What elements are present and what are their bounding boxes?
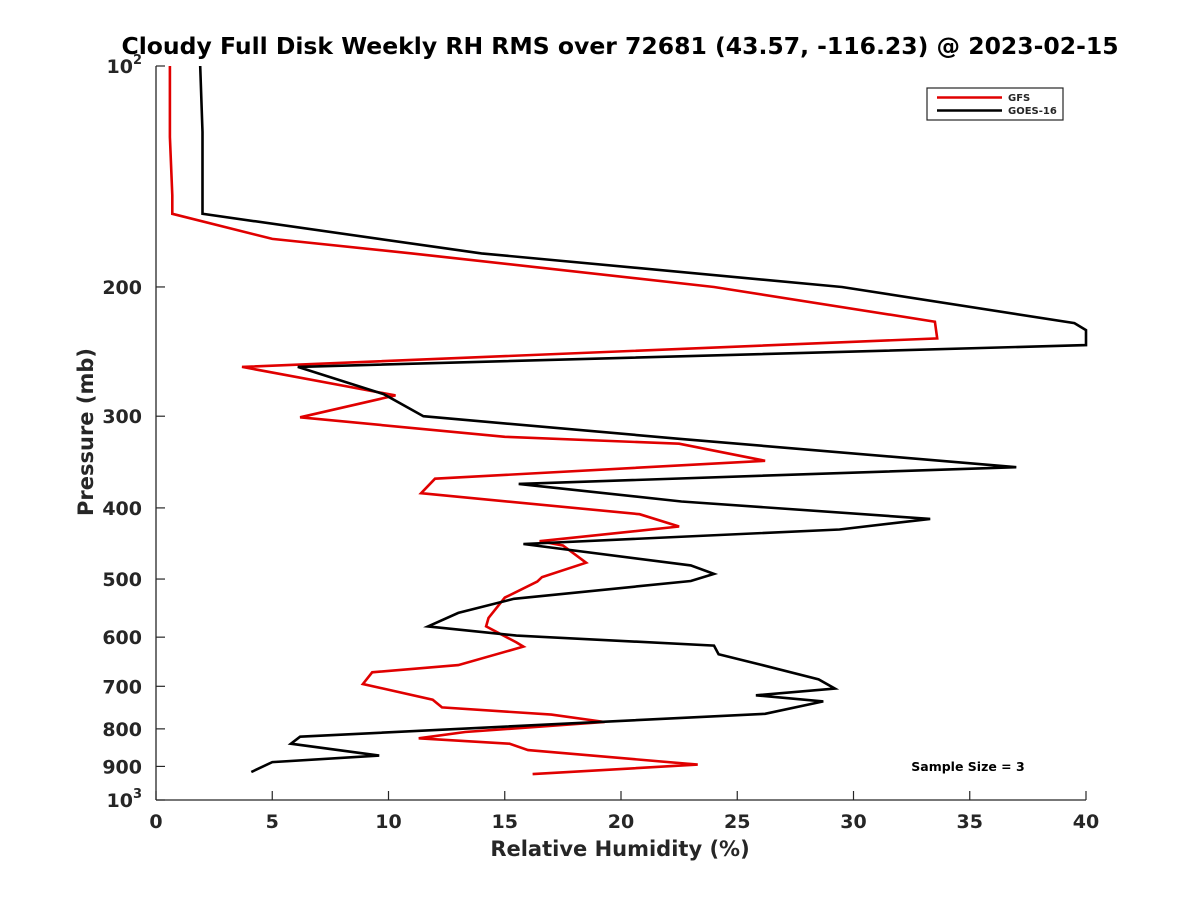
y-tick-label: 900: [102, 756, 142, 778]
x-tick-label: 20: [608, 811, 634, 833]
series-line-goes16: [198, 65, 1088, 774]
x-tick-label: 25: [724, 811, 750, 833]
y-tick-label: 102: [107, 53, 143, 78]
x-tick-label: 15: [492, 811, 518, 833]
x-tick-label: 30: [840, 811, 866, 833]
y-tick-label: 500: [102, 569, 142, 591]
x-tick-label: 5: [266, 811, 279, 833]
x-tick-label: 40: [1073, 811, 1099, 833]
y-axis: 102 200 300 400 500 600 700 800 900 103: [102, 53, 165, 812]
y-axis-label: Pressure (mb): [74, 348, 98, 516]
y-tick-label: 300: [102, 406, 142, 428]
y-tick-label: 200: [102, 277, 142, 299]
series-line-gfs: [168, 66, 939, 776]
y-tick-label: 800: [102, 719, 142, 741]
x-tick-label: 10: [375, 811, 401, 833]
x-axis: 0 5 10 15 20 25 30 35 40: [149, 791, 1099, 833]
y-tick-label: 400: [102, 498, 142, 520]
y-tick-label: 700: [102, 676, 142, 698]
series-layer: [168, 65, 1088, 776]
legend-label-goes16: GOES-16: [1008, 106, 1057, 117]
legend-label-gfs: GFS: [1008, 93, 1030, 104]
y-tick-label: 600: [102, 627, 142, 649]
y-tick-label: 103: [107, 787, 143, 812]
legend-box: [926, 87, 1064, 121]
sample-size-annotation: Sample Size = 3: [911, 759, 1024, 774]
x-tick-label: 0: [149, 811, 162, 833]
chart-title: Cloudy Full Disk Weekly RH RMS over 7268…: [121, 32, 1118, 60]
x-tick-label: 35: [957, 811, 983, 833]
legend: GFS GOES-16: [926, 87, 1064, 121]
x-axis-label: Relative Humidity (%): [490, 837, 749, 861]
